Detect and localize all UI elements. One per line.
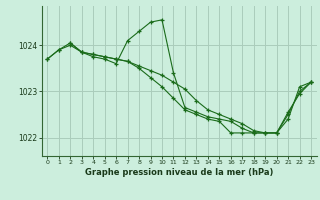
X-axis label: Graphe pression niveau de la mer (hPa): Graphe pression niveau de la mer (hPa) [85,168,273,177]
